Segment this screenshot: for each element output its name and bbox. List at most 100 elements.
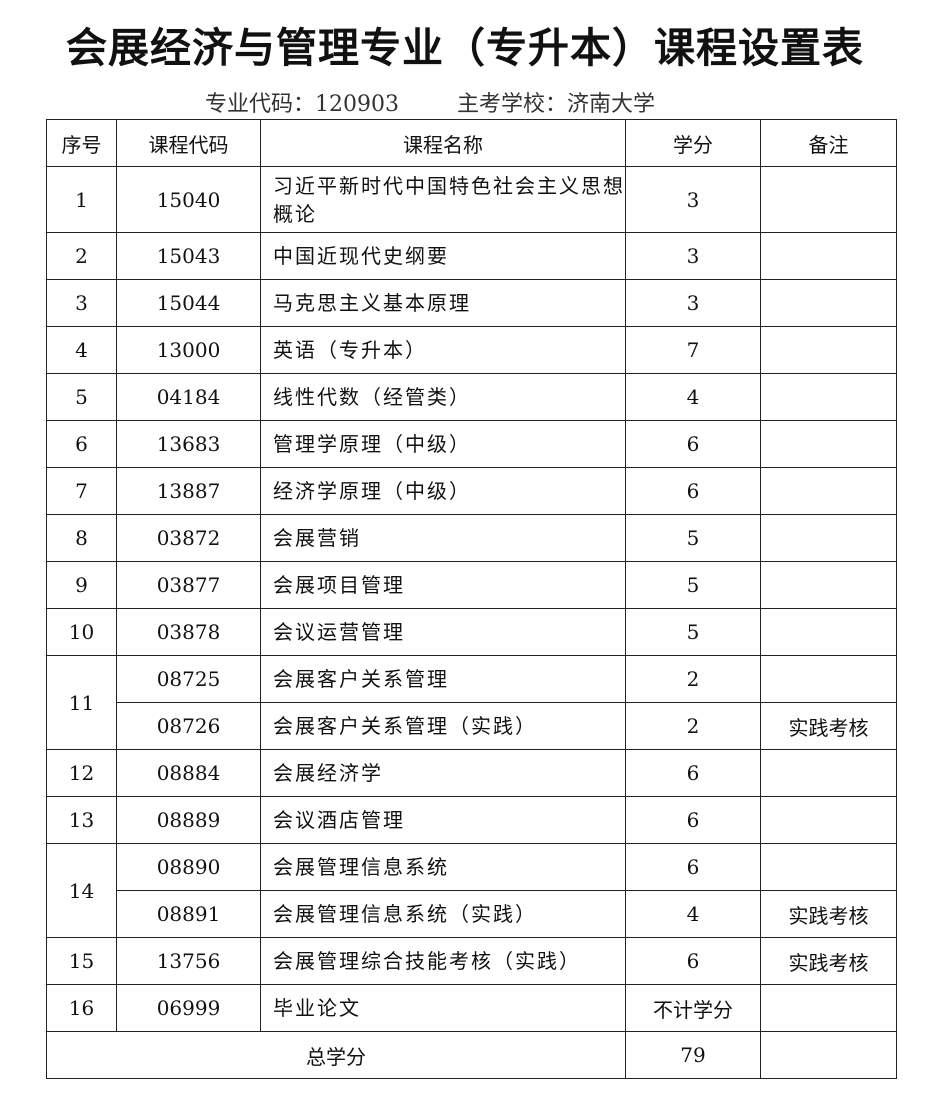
course-name: 会展管理信息系统（实践） bbox=[260, 890, 626, 938]
page-title: 会展经济与管理专业（专升本）课程设置表 bbox=[66, 24, 864, 72]
course-name: 中国近现代史纲要 bbox=[260, 232, 626, 280]
course-name: 线性代数（经管类） bbox=[260, 373, 626, 421]
course-code: 08891 bbox=[116, 890, 261, 938]
course-credit: 6 bbox=[625, 796, 761, 844]
total-note bbox=[760, 1031, 897, 1079]
course-table: 序号 课程代码 课程名称 学分 备注 1 15040 习近平新时代中国特色社会主义思想概论 3… bbox=[46, 119, 897, 1079]
course-name: 会议运营管理 bbox=[260, 608, 626, 656]
course-name: 管理学原理（中级） bbox=[260, 420, 626, 468]
row-number: 5 bbox=[46, 373, 117, 421]
total-label: 总学分 bbox=[46, 1031, 626, 1079]
course-name: 马克思主义基本原理 bbox=[260, 279, 626, 327]
course-note bbox=[760, 655, 897, 703]
course-name: 习近平新时代中国特色社会主义思想概论 bbox=[260, 166, 626, 233]
table-row: 4 13000 英语（专升本） 7 bbox=[46, 326, 897, 374]
table-row: 15 13756 会展管理综合技能考核（实践） 6 实践考核 bbox=[46, 937, 897, 985]
course-credit: 5 bbox=[625, 608, 761, 656]
course-note bbox=[760, 326, 897, 374]
course-name: 会展经济学 bbox=[260, 749, 626, 797]
course-name: 会展管理综合技能考核（实践） bbox=[260, 937, 626, 985]
row-number: 14 bbox=[46, 843, 117, 938]
table-row: 12 08884 会展经济学 6 bbox=[46, 749, 897, 797]
row-number: 4 bbox=[46, 326, 117, 374]
table-row: 08726 会展客户关系管理（实践） 2 实践考核 bbox=[47, 702, 897, 750]
course-credit: 5 bbox=[625, 514, 761, 562]
column-header: 课程名称 bbox=[260, 119, 626, 167]
course-code: 08884 bbox=[116, 749, 261, 797]
course-note bbox=[760, 749, 897, 797]
course-note bbox=[760, 514, 897, 562]
row-number: 1 bbox=[46, 166, 117, 233]
course-name: 经济学原理（中级） bbox=[260, 467, 626, 515]
table-row: 7 13887 经济学原理（中级） 6 bbox=[46, 467, 897, 515]
course-name: 会展客户关系管理 bbox=[260, 655, 626, 703]
row-number: 15 bbox=[46, 937, 117, 985]
course-credit: 6 bbox=[625, 843, 761, 891]
course-note: 实践考核 bbox=[760, 890, 897, 938]
row-number: 13 bbox=[46, 796, 117, 844]
table-row: 16 06999 毕业论文 不计学分 bbox=[46, 984, 897, 1032]
row-number: 2 bbox=[46, 232, 117, 280]
column-header: 课程代码 bbox=[116, 119, 261, 167]
table-row: 9 03877 会展项目管理 5 bbox=[46, 561, 897, 609]
table-row: 1 15040 习近平新时代中国特色社会主义思想概论 3 bbox=[46, 166, 897, 233]
table-row: 5 04184 线性代数（经管类） 4 bbox=[46, 373, 897, 421]
row-number: 7 bbox=[46, 467, 117, 515]
course-credit: 5 bbox=[625, 561, 761, 609]
row-number: 16 bbox=[46, 984, 117, 1032]
row-number: 12 bbox=[46, 749, 117, 797]
column-header: 备注 bbox=[760, 119, 897, 167]
table-row: 6 13683 管理学原理（中级） 6 bbox=[46, 420, 897, 468]
course-code: 03872 bbox=[116, 514, 261, 562]
major-code: 专业代码：120903 bbox=[205, 92, 399, 117]
course-name: 会展营销 bbox=[260, 514, 626, 562]
course-code: 08726 bbox=[116, 702, 261, 750]
course-credit: 3 bbox=[625, 279, 761, 327]
course-note bbox=[760, 373, 897, 421]
course-code: 13683 bbox=[116, 420, 261, 468]
total-row: 总学分 79 bbox=[46, 1031, 897, 1079]
row-number: 11 bbox=[46, 655, 117, 750]
table-row: 3 15044 马克思主义基本原理 3 bbox=[46, 279, 897, 327]
course-credit: 7 bbox=[625, 326, 761, 374]
row-number: 9 bbox=[46, 561, 117, 609]
course-code: 08889 bbox=[116, 796, 261, 844]
course-note: 实践考核 bbox=[760, 937, 897, 985]
course-code: 13756 bbox=[116, 937, 261, 985]
course-code: 03878 bbox=[116, 608, 261, 656]
row-number: 3 bbox=[46, 279, 117, 327]
table-row: 10 03878 会议运营管理 5 bbox=[46, 608, 897, 656]
table-row: 11 08725 会展客户关系管理 2 bbox=[46, 655, 897, 750]
column-header: 学分 bbox=[625, 119, 761, 167]
course-note bbox=[760, 166, 897, 233]
course-note: 实践考核 bbox=[760, 702, 897, 750]
course-credit: 2 bbox=[625, 655, 761, 703]
course-note bbox=[760, 467, 897, 515]
total-credits: 79 bbox=[625, 1031, 761, 1079]
column-header: 序号 bbox=[46, 119, 117, 167]
row-number: 8 bbox=[46, 514, 117, 562]
course-code: 13887 bbox=[116, 467, 261, 515]
course-credit: 6 bbox=[625, 749, 761, 797]
course-credit: 不计学分 bbox=[625, 984, 761, 1032]
course-note bbox=[760, 561, 897, 609]
course-credit: 4 bbox=[625, 890, 761, 938]
course-note bbox=[760, 843, 897, 891]
course-code: 15040 bbox=[116, 166, 261, 233]
course-credit: 4 bbox=[625, 373, 761, 421]
subtitle: 专业代码：120903 主考学校：济南大学 bbox=[205, 86, 713, 118]
course-note bbox=[760, 279, 897, 327]
course-note bbox=[760, 420, 897, 468]
course-credit: 3 bbox=[625, 232, 761, 280]
course-code: 13000 bbox=[116, 326, 261, 374]
course-code: 06999 bbox=[116, 984, 261, 1032]
course-credit: 2 bbox=[625, 702, 761, 750]
row-number: 6 bbox=[46, 420, 117, 468]
course-note bbox=[760, 984, 897, 1032]
header-row: 序号 课程代码 课程名称 学分 备注 bbox=[46, 119, 897, 167]
course-note bbox=[760, 232, 897, 280]
course-credit: 6 bbox=[625, 420, 761, 468]
course-code: 08725 bbox=[116, 655, 261, 703]
course-note bbox=[760, 608, 897, 656]
table-row: 14 08890 会展管理信息系统 6 bbox=[46, 843, 897, 938]
